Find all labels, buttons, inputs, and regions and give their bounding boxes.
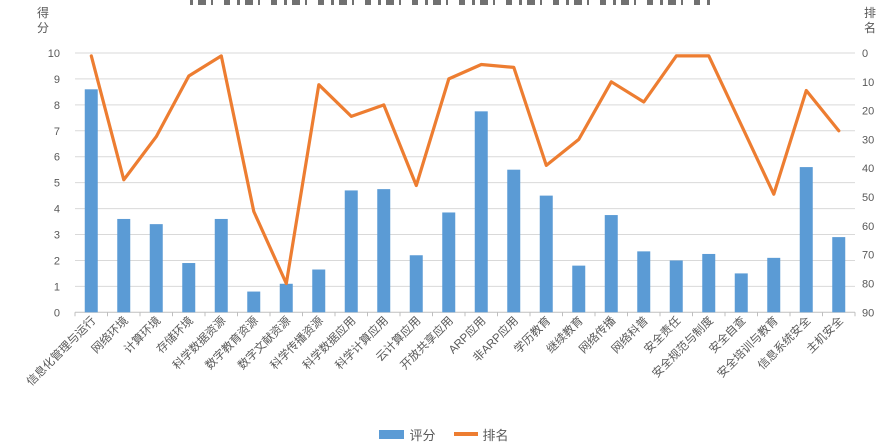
category-label: 信息系统安全 — [755, 313, 814, 372]
category-label: 主机安全 — [803, 313, 846, 356]
left-axis-tick-labels: 0 1 2 3 4 5 6 7 8 9 10 — [48, 48, 60, 319]
score-bar — [279, 283, 293, 313]
left-tick-label: 9 — [54, 74, 60, 86]
score-bar — [214, 218, 228, 313]
legend-score-swatch — [379, 429, 405, 439]
left-tick-label: 10 — [48, 48, 60, 60]
right-tick-label: 10 — [862, 77, 874, 89]
right-tick-label: 40 — [862, 163, 874, 175]
left-axis-title: 得分 — [36, 6, 49, 35]
gridlines — [75, 52, 855, 313]
score-bar — [539, 195, 553, 313]
legend-score-label: 评分 — [409, 427, 436, 443]
x-axis-ticks — [74, 312, 856, 317]
score-bar — [312, 269, 326, 313]
score-bar — [117, 218, 131, 313]
score-bar — [734, 273, 748, 313]
right-tick-label: 50 — [862, 192, 874, 204]
score-bar — [474, 111, 488, 313]
left-tick-label: 6 — [54, 152, 60, 164]
score-bar — [572, 265, 586, 313]
right-axis-tick-labels: 0 10 20 30 40 50 60 70 80 90 — [862, 48, 874, 319]
score-bar — [507, 169, 521, 313]
score-bar — [637, 251, 651, 313]
score-bar — [832, 237, 846, 313]
score-bar — [182, 263, 196, 313]
score-bar — [247, 291, 261, 313]
rank-line-path — [89, 54, 841, 286]
left-tick-label: 3 — [54, 230, 60, 242]
score-bar — [702, 253, 716, 313]
category-labels: 信息化管理与运行网络环境计算环境存储环境科学数据资源数字教育资源数字文献资源科学… — [23, 313, 846, 388]
left-tick-label: 5 — [54, 178, 60, 190]
score-bar — [669, 260, 683, 313]
score-bar — [409, 255, 423, 313]
legend-rank-swatch — [453, 432, 478, 436]
right-tick-label: 0 — [862, 48, 868, 60]
category-label: 信息化管理与运行 — [23, 314, 98, 389]
left-tick-label: 1 — [54, 281, 60, 293]
right-tick-label: 20 — [862, 106, 874, 118]
right-tick-label: 70 — [862, 250, 874, 262]
score-bars — [84, 89, 846, 313]
right-tick-label: 30 — [862, 134, 874, 146]
score-bar — [604, 215, 618, 313]
score-bar — [84, 89, 98, 313]
right-tick-label: 90 — [862, 307, 874, 319]
score-bar — [344, 190, 358, 313]
score-bar — [377, 189, 391, 313]
left-tick-label: 0 — [54, 307, 60, 319]
score-bar — [799, 167, 813, 313]
chart-legend: 评分 排名 — [0, 426, 888, 443]
right-tick-label: 60 — [862, 221, 874, 233]
score-bar — [767, 257, 781, 313]
left-tick-label: 4 — [54, 204, 60, 216]
rank-line — [89, 54, 841, 286]
legend-rank-label: 排名 — [482, 427, 509, 443]
score-bar — [149, 224, 163, 313]
clipped-title-remnant — [190, 0, 710, 5]
left-tick-label: 2 — [54, 255, 60, 267]
right-axis-title: 排名 — [863, 6, 876, 35]
left-tick-label: 8 — [54, 100, 60, 112]
left-tick-label: 7 — [54, 126, 60, 138]
category-label: 开放共享应用 — [397, 314, 456, 373]
score-bar — [442, 212, 456, 313]
right-tick-label: 80 — [862, 278, 874, 290]
